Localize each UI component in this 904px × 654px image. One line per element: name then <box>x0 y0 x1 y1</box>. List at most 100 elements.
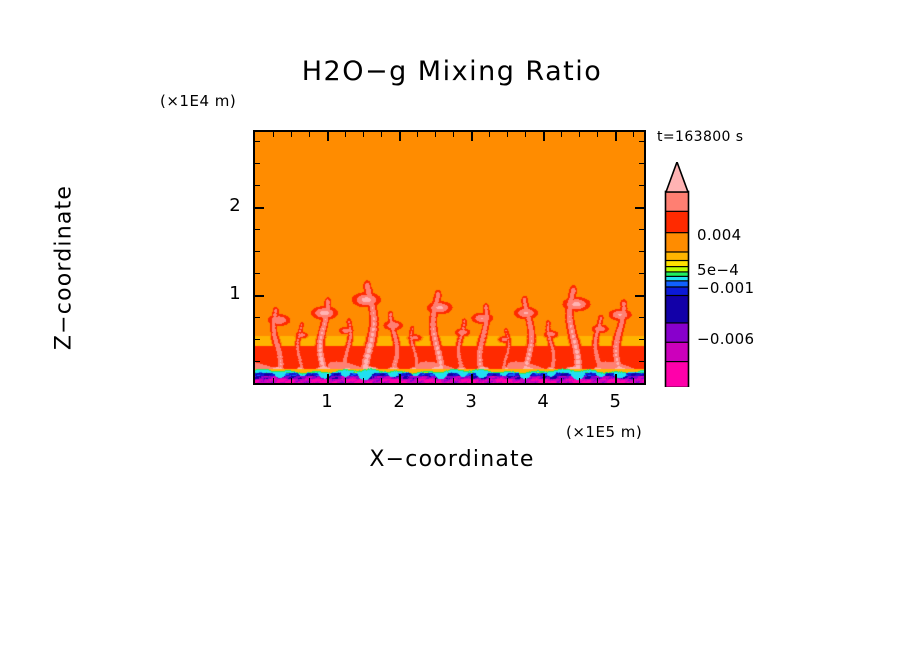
colorbar-divider <box>666 322 688 324</box>
x-major-tick <box>615 374 618 383</box>
x-minor-tick-top <box>561 132 563 137</box>
x-tick-label: 4 <box>537 391 549 412</box>
x-axis-unit-label: (×1E5 m) <box>566 423 643 441</box>
x-tick-label: 2 <box>393 391 405 412</box>
colorbar-divider <box>666 266 688 268</box>
colorbar-tick-label: 5e−4 <box>697 261 740 279</box>
x-minor-tick-top <box>417 132 419 137</box>
colorbar-swatches <box>664 162 690 387</box>
y-minor-tick-right <box>639 140 644 142</box>
colorbar-band <box>666 260 688 267</box>
x-minor-tick <box>345 378 347 383</box>
x-minor-tick <box>561 378 563 383</box>
x-minor-tick <box>381 378 383 383</box>
colorbar-band <box>666 276 688 281</box>
x-major-tick-top <box>543 132 546 141</box>
x-major-tick-top <box>615 132 618 141</box>
x-minor-tick <box>579 378 581 383</box>
colorbar-band <box>666 295 688 323</box>
x-minor-tick-top <box>507 132 509 137</box>
y-axis-unit-label: (×1E4 m) <box>160 92 237 110</box>
x-minor-tick <box>273 378 274 383</box>
contour-field <box>255 132 644 383</box>
x-tick-label: 1 <box>321 391 333 412</box>
x-minor-tick-top <box>345 132 347 137</box>
x-major-tick-top <box>327 132 330 141</box>
colorbar-band <box>666 232 688 252</box>
x-minor-tick-top <box>381 132 383 137</box>
x-minor-tick <box>597 378 599 383</box>
y-minor-tick <box>255 140 260 142</box>
x-major-tick-top <box>471 132 474 141</box>
y-minor-tick-right <box>639 360 644 362</box>
x-tick-label: 5 <box>609 391 621 412</box>
colorbar-band <box>666 286 688 296</box>
colorbar-band <box>666 192 688 212</box>
x-major-tick-top <box>399 132 402 141</box>
y-minor-tick <box>255 250 260 252</box>
x-minor-tick <box>507 378 509 383</box>
colorbar-divider <box>666 360 688 363</box>
y-major-tick <box>255 294 264 297</box>
x-minor-tick-top <box>435 132 437 137</box>
colorbar-band <box>666 342 688 362</box>
x-minor-tick-top <box>291 132 293 137</box>
x-minor-tick-top <box>489 132 491 137</box>
colorbar-band <box>666 322 688 343</box>
x-minor-tick <box>309 378 311 383</box>
x-minor-tick <box>363 378 365 383</box>
colorbar-tick-label: 0.004 <box>697 226 742 244</box>
x-major-tick <box>543 374 546 383</box>
colorbar-band <box>666 211 688 233</box>
colorbar-band <box>666 280 688 287</box>
y-tick-label: 2 <box>229 194 241 216</box>
colorbar-divider <box>666 259 688 262</box>
y-minor-tick-right <box>639 250 644 252</box>
colorbar-divider <box>666 286 688 288</box>
y-minor-tick-right <box>639 272 644 274</box>
y-minor-tick-right <box>639 338 644 340</box>
colorbar-divider <box>666 275 688 277</box>
contour-plot-area[interactable] <box>253 130 646 385</box>
colorbar-band <box>666 361 688 387</box>
x-minor-tick-top <box>633 132 635 137</box>
x-minor-tick-top <box>579 132 581 137</box>
x-minor-tick-top <box>363 132 365 137</box>
y-minor-tick <box>255 272 260 274</box>
x-tick-label: 3 <box>465 391 477 412</box>
x-major-tick <box>399 374 402 383</box>
y-axis-title: Z−coordinate <box>51 184 77 351</box>
y-major-tick <box>255 206 264 209</box>
x-minor-tick-top <box>453 132 455 137</box>
colorbar-divider <box>666 294 688 297</box>
y-minor-tick-right <box>639 316 644 318</box>
y-major-tick-right <box>635 294 644 297</box>
x-minor-tick <box>291 378 293 383</box>
y-minor-tick-right <box>639 184 644 186</box>
y-minor-tick-right <box>639 228 644 230</box>
x-minor-tick-top <box>525 132 527 137</box>
colorbar-band <box>666 266 688 272</box>
chart-title: H2O−g Mixing Ratio <box>301 56 603 87</box>
y-minor-tick-right <box>639 162 644 164</box>
timestamp-label: t=163800 s <box>657 129 744 145</box>
y-minor-tick <box>255 316 260 318</box>
y-minor-tick <box>255 162 260 164</box>
x-minor-tick-top <box>309 132 311 137</box>
x-minor-tick-top <box>597 132 599 137</box>
colorbar-divider <box>666 341 688 343</box>
colorbar-tick-label: −0.001 <box>697 279 755 297</box>
x-minor-tick <box>633 378 635 383</box>
colorbar-divider <box>666 280 688 282</box>
x-minor-tick <box>435 378 437 383</box>
x-major-tick <box>471 374 474 383</box>
colorbar-tick-label: −0.006 <box>697 330 755 348</box>
colorbar[interactable] <box>664 162 694 387</box>
colorbar-band <box>666 251 688 261</box>
colorbar-divider <box>666 232 688 234</box>
colorbar-divider <box>666 271 688 273</box>
y-tick-label: 1 <box>229 282 241 304</box>
colorbar-divider <box>666 210 688 212</box>
x-axis-title: X−coordinate <box>369 447 535 472</box>
